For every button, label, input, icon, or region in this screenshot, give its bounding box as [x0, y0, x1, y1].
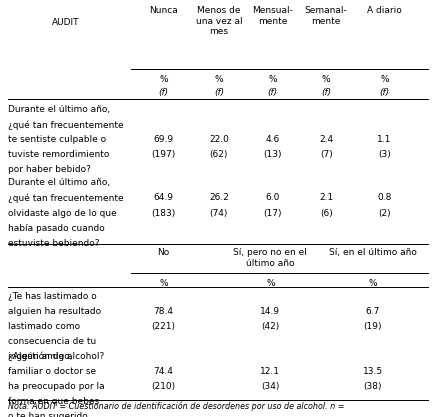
Text: (6): (6)	[320, 208, 333, 218]
Text: (7): (7)	[320, 150, 333, 159]
Text: alguien ha resultado: alguien ha resultado	[8, 307, 101, 316]
Text: 1.1: 1.1	[378, 135, 392, 144]
Text: (17): (17)	[263, 208, 282, 218]
Text: (183): (183)	[151, 208, 176, 218]
Text: AUDIT: AUDIT	[51, 18, 79, 28]
Text: o te han sugerido: o te han sugerido	[8, 412, 88, 417]
Text: te sentiste culpable o: te sentiste culpable o	[8, 135, 106, 144]
Text: (38): (38)	[364, 382, 382, 392]
Text: (34): (34)	[261, 382, 279, 392]
Text: 2.4: 2.4	[319, 135, 333, 144]
Text: (62): (62)	[210, 150, 228, 159]
Text: Sí, en el último año: Sí, en el último año	[329, 248, 417, 257]
Text: (2): (2)	[378, 208, 391, 218]
Text: 14.9: 14.9	[260, 307, 280, 316]
Text: había pasado cuando: había pasado cuando	[8, 224, 105, 233]
Text: Mensual-
mente: Mensual- mente	[252, 6, 293, 26]
Text: 2.1: 2.1	[319, 193, 333, 203]
Text: ha preocupado por la: ha preocupado por la	[8, 382, 105, 392]
Text: (f): (f)	[379, 88, 390, 97]
Text: 4.6: 4.6	[266, 135, 279, 144]
Text: Menos de
una vez al
mes: Menos de una vez al mes	[196, 6, 242, 36]
Text: %: %	[159, 279, 168, 288]
Text: (74): (74)	[210, 208, 228, 218]
Text: (f): (f)	[158, 88, 169, 97]
Text: 69.9: 69.9	[153, 135, 174, 144]
Text: ¿qué tan frecuentemente: ¿qué tan frecuentemente	[8, 120, 123, 130]
Text: 26.2: 26.2	[209, 193, 229, 203]
Text: 64.9: 64.9	[153, 193, 174, 203]
Text: %: %	[266, 279, 275, 288]
Text: (f): (f)	[214, 88, 224, 97]
Text: 12.1: 12.1	[260, 367, 280, 377]
Text: ingestión de alcohol?: ingestión de alcohol?	[8, 352, 104, 362]
Text: No: No	[157, 248, 170, 257]
Text: familiar o doctor se: familiar o doctor se	[8, 367, 96, 377]
Text: A diario: A diario	[367, 6, 402, 15]
Text: (210): (210)	[151, 382, 176, 392]
Text: lastimado como: lastimado como	[8, 322, 80, 331]
Text: %: %	[159, 75, 168, 84]
Text: Nota: AUDIT = Cuestionario de identificación de desordenes por uso de alcohol. n: Nota: AUDIT = Cuestionario de identifica…	[8, 402, 344, 412]
Text: consecuencia de tu: consecuencia de tu	[8, 337, 96, 346]
Text: (f): (f)	[267, 88, 278, 97]
Text: ¿Algún amigo,: ¿Algún amigo,	[8, 352, 72, 362]
Text: Durante el último año,: Durante el último año,	[8, 178, 110, 188]
Text: olvidaste algo de lo que: olvidaste algo de lo que	[8, 208, 116, 218]
Text: (13): (13)	[263, 150, 282, 159]
Text: 22.0: 22.0	[209, 135, 229, 144]
Text: 13.5: 13.5	[363, 367, 383, 377]
Text: %: %	[322, 75, 330, 84]
Text: por haber bebido?: por haber bebido?	[8, 165, 91, 174]
Text: Sí, pero no en el
último año: Sí, pero no en el último año	[233, 248, 307, 268]
Text: Durante el último año,: Durante el último año,	[8, 105, 110, 114]
Text: 6.0: 6.0	[266, 193, 279, 203]
Text: ¿qué tan frecuentemente: ¿qué tan frecuentemente	[8, 193, 123, 203]
Text: (3): (3)	[378, 150, 391, 159]
Text: Semanal-
mente: Semanal- mente	[305, 6, 347, 26]
Text: 74.4: 74.4	[153, 367, 174, 377]
Text: (19): (19)	[364, 322, 382, 331]
Text: tuviste remordimiento: tuviste remordimiento	[8, 150, 109, 159]
Text: (42): (42)	[261, 322, 279, 331]
Text: Nunca: Nunca	[149, 6, 178, 15]
Text: forma en que bebes: forma en que bebes	[8, 397, 99, 407]
Text: (221): (221)	[151, 322, 176, 331]
Text: 78.4: 78.4	[153, 307, 174, 316]
Text: %: %	[268, 75, 277, 84]
Text: (197): (197)	[151, 150, 176, 159]
Text: %: %	[368, 279, 377, 288]
Text: (f): (f)	[321, 88, 331, 97]
Text: estuviste bebiendo?: estuviste bebiendo?	[8, 239, 99, 248]
Text: ¿Te has lastimado o: ¿Te has lastimado o	[8, 292, 97, 301]
Text: 6.7: 6.7	[366, 307, 380, 316]
Text: %: %	[215, 75, 223, 84]
Text: %: %	[380, 75, 389, 84]
Text: 0.8: 0.8	[378, 193, 392, 203]
